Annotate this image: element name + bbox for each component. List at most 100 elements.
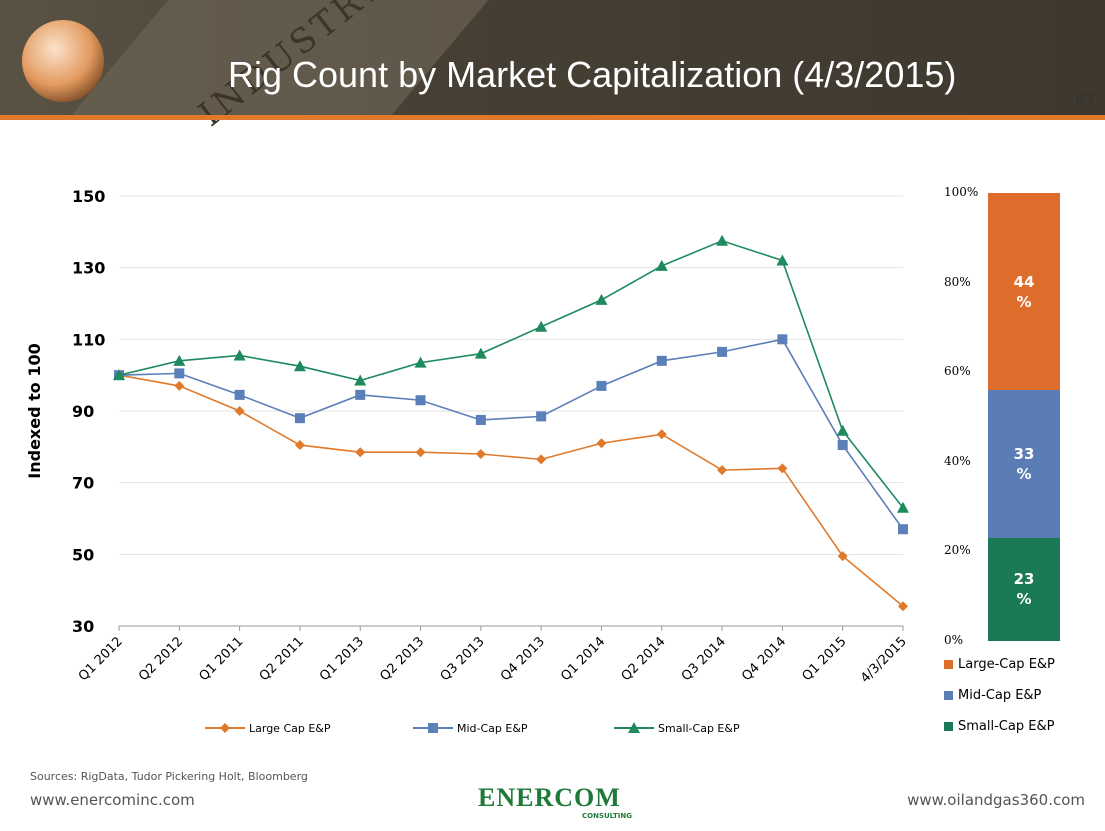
website-link-right[interactable]: www.oilandgas360.com <box>907 791 1085 809</box>
x-tick-label: 4/3/2015 <box>858 634 910 686</box>
x-tick-label: Q4 2013 <box>498 634 548 684</box>
data-point <box>293 360 306 372</box>
x-tick-label: Q2 2013 <box>377 634 427 684</box>
x-tick-label: Q2 2011 <box>257 634 307 684</box>
data-point <box>595 293 608 305</box>
data-point <box>898 601 908 612</box>
y-tick-label: 50 <box>72 545 94 564</box>
data-point <box>717 346 728 357</box>
data-point <box>777 463 788 474</box>
data-point <box>294 440 305 451</box>
data-point <box>234 389 245 400</box>
legend-item: Mid-Cap E&P <box>944 688 1041 703</box>
data-point <box>596 380 607 391</box>
legend-item: Small-Cap E&P <box>944 719 1054 734</box>
data-point <box>355 447 366 458</box>
data-point <box>173 354 186 366</box>
y-tick-label: 70 <box>72 474 94 493</box>
bar-segment: 33 % <box>988 390 1060 538</box>
data-point <box>233 349 246 361</box>
legend-swatch <box>944 691 953 700</box>
legend-label: Large-Cap E&P <box>958 657 1055 672</box>
x-tick-label: Q2 2014 <box>619 634 669 684</box>
x-tick-label: Q3 2014 <box>679 634 729 684</box>
legend-marker <box>220 723 230 733</box>
y-tick-label: 60% <box>944 364 971 379</box>
data-point <box>475 414 486 425</box>
bar-data-label: 44 % <box>1013 272 1035 311</box>
data-point <box>414 356 427 368</box>
data-point <box>655 259 668 271</box>
legend-item: Large-Cap E&P <box>944 657 1055 672</box>
data-point <box>294 413 305 424</box>
data-point <box>596 438 607 449</box>
sources-note: Sources: RigData, Tudor Pickering Holt, … <box>30 770 308 783</box>
y-tick-label: 40% <box>944 453 971 468</box>
legend-swatch <box>944 722 953 731</box>
legend-swatch <box>944 660 953 669</box>
x-tick-label: Q1 2015 <box>800 634 850 684</box>
logo-orb-icon <box>22 20 104 102</box>
header-divider <box>0 115 1105 120</box>
data-point <box>777 334 788 345</box>
data-point <box>536 411 547 422</box>
data-point <box>536 454 547 465</box>
data-point <box>717 465 728 476</box>
legend-marker <box>428 723 438 733</box>
page-number: 67 <box>1075 90 1096 109</box>
data-point <box>174 368 185 379</box>
y-axis-label: Indexed to 100 <box>25 343 44 478</box>
x-tick-label: Q3 2013 <box>438 634 488 684</box>
legend-label: Mid-Cap E&P <box>457 722 528 735</box>
x-tick-label: Q1 2011 <box>196 634 246 684</box>
x-tick-label: Q1 2012 <box>76 634 126 684</box>
y-tick-label: 90 <box>72 402 94 421</box>
data-point <box>535 320 548 332</box>
website-link-left[interactable]: www.enercominc.com <box>30 791 195 809</box>
data-point <box>716 234 729 246</box>
legend-label: Large Cap E&P <box>249 722 331 735</box>
data-point <box>898 524 908 535</box>
y-tick-label: 30 <box>72 617 94 636</box>
y-tick-label: 0% <box>944 633 964 647</box>
x-tick-label: Q4 2014 <box>739 634 789 684</box>
data-point <box>776 254 789 266</box>
data-point <box>656 429 667 440</box>
data-point <box>474 347 487 359</box>
y-tick-label: 20% <box>944 543 971 558</box>
data-point <box>415 447 426 458</box>
data-point <box>837 440 848 451</box>
x-tick-label: Q1 2014 <box>558 634 608 684</box>
y-tick-label: 80% <box>944 274 971 289</box>
data-point <box>897 501 909 513</box>
data-point <box>656 355 667 366</box>
data-point <box>234 406 245 416</box>
bar-segment: 23 % <box>988 537 1060 641</box>
bar-segment: 44 % <box>988 193 1060 391</box>
data-point <box>113 369 125 381</box>
y-tick-label: 110 <box>72 330 105 349</box>
header-banner: INDUSTRY Rig Count by Market Capitalizat… <box>0 0 1105 135</box>
y-tick-label: 130 <box>72 259 105 278</box>
enercom-logo-sub: CONSULTING <box>582 812 632 820</box>
bar-data-label: 33 % <box>1013 445 1035 484</box>
y-tick-label: 150 <box>72 187 105 206</box>
data-point <box>837 551 848 562</box>
series-line <box>118 374 904 607</box>
bar-data-label: 23 % <box>1013 570 1035 609</box>
series-line <box>118 338 904 530</box>
y-tick-label: 100% <box>944 185 979 199</box>
legend-label: Mid-Cap E&P <box>958 688 1042 703</box>
legend-label: Small-Cap E&P <box>958 719 1055 734</box>
page-title: Rig Count by Market Capitalization (4/3/… <box>228 54 957 95</box>
series-line <box>118 239 904 509</box>
data-point <box>355 389 366 400</box>
data-point <box>174 380 185 391</box>
x-tick-label: Q2 2012 <box>136 634 186 684</box>
data-point <box>415 395 426 406</box>
data-point <box>836 424 849 436</box>
data-point <box>354 374 367 386</box>
data-point <box>475 449 486 459</box>
x-tick-label: Q1 2013 <box>317 634 367 684</box>
